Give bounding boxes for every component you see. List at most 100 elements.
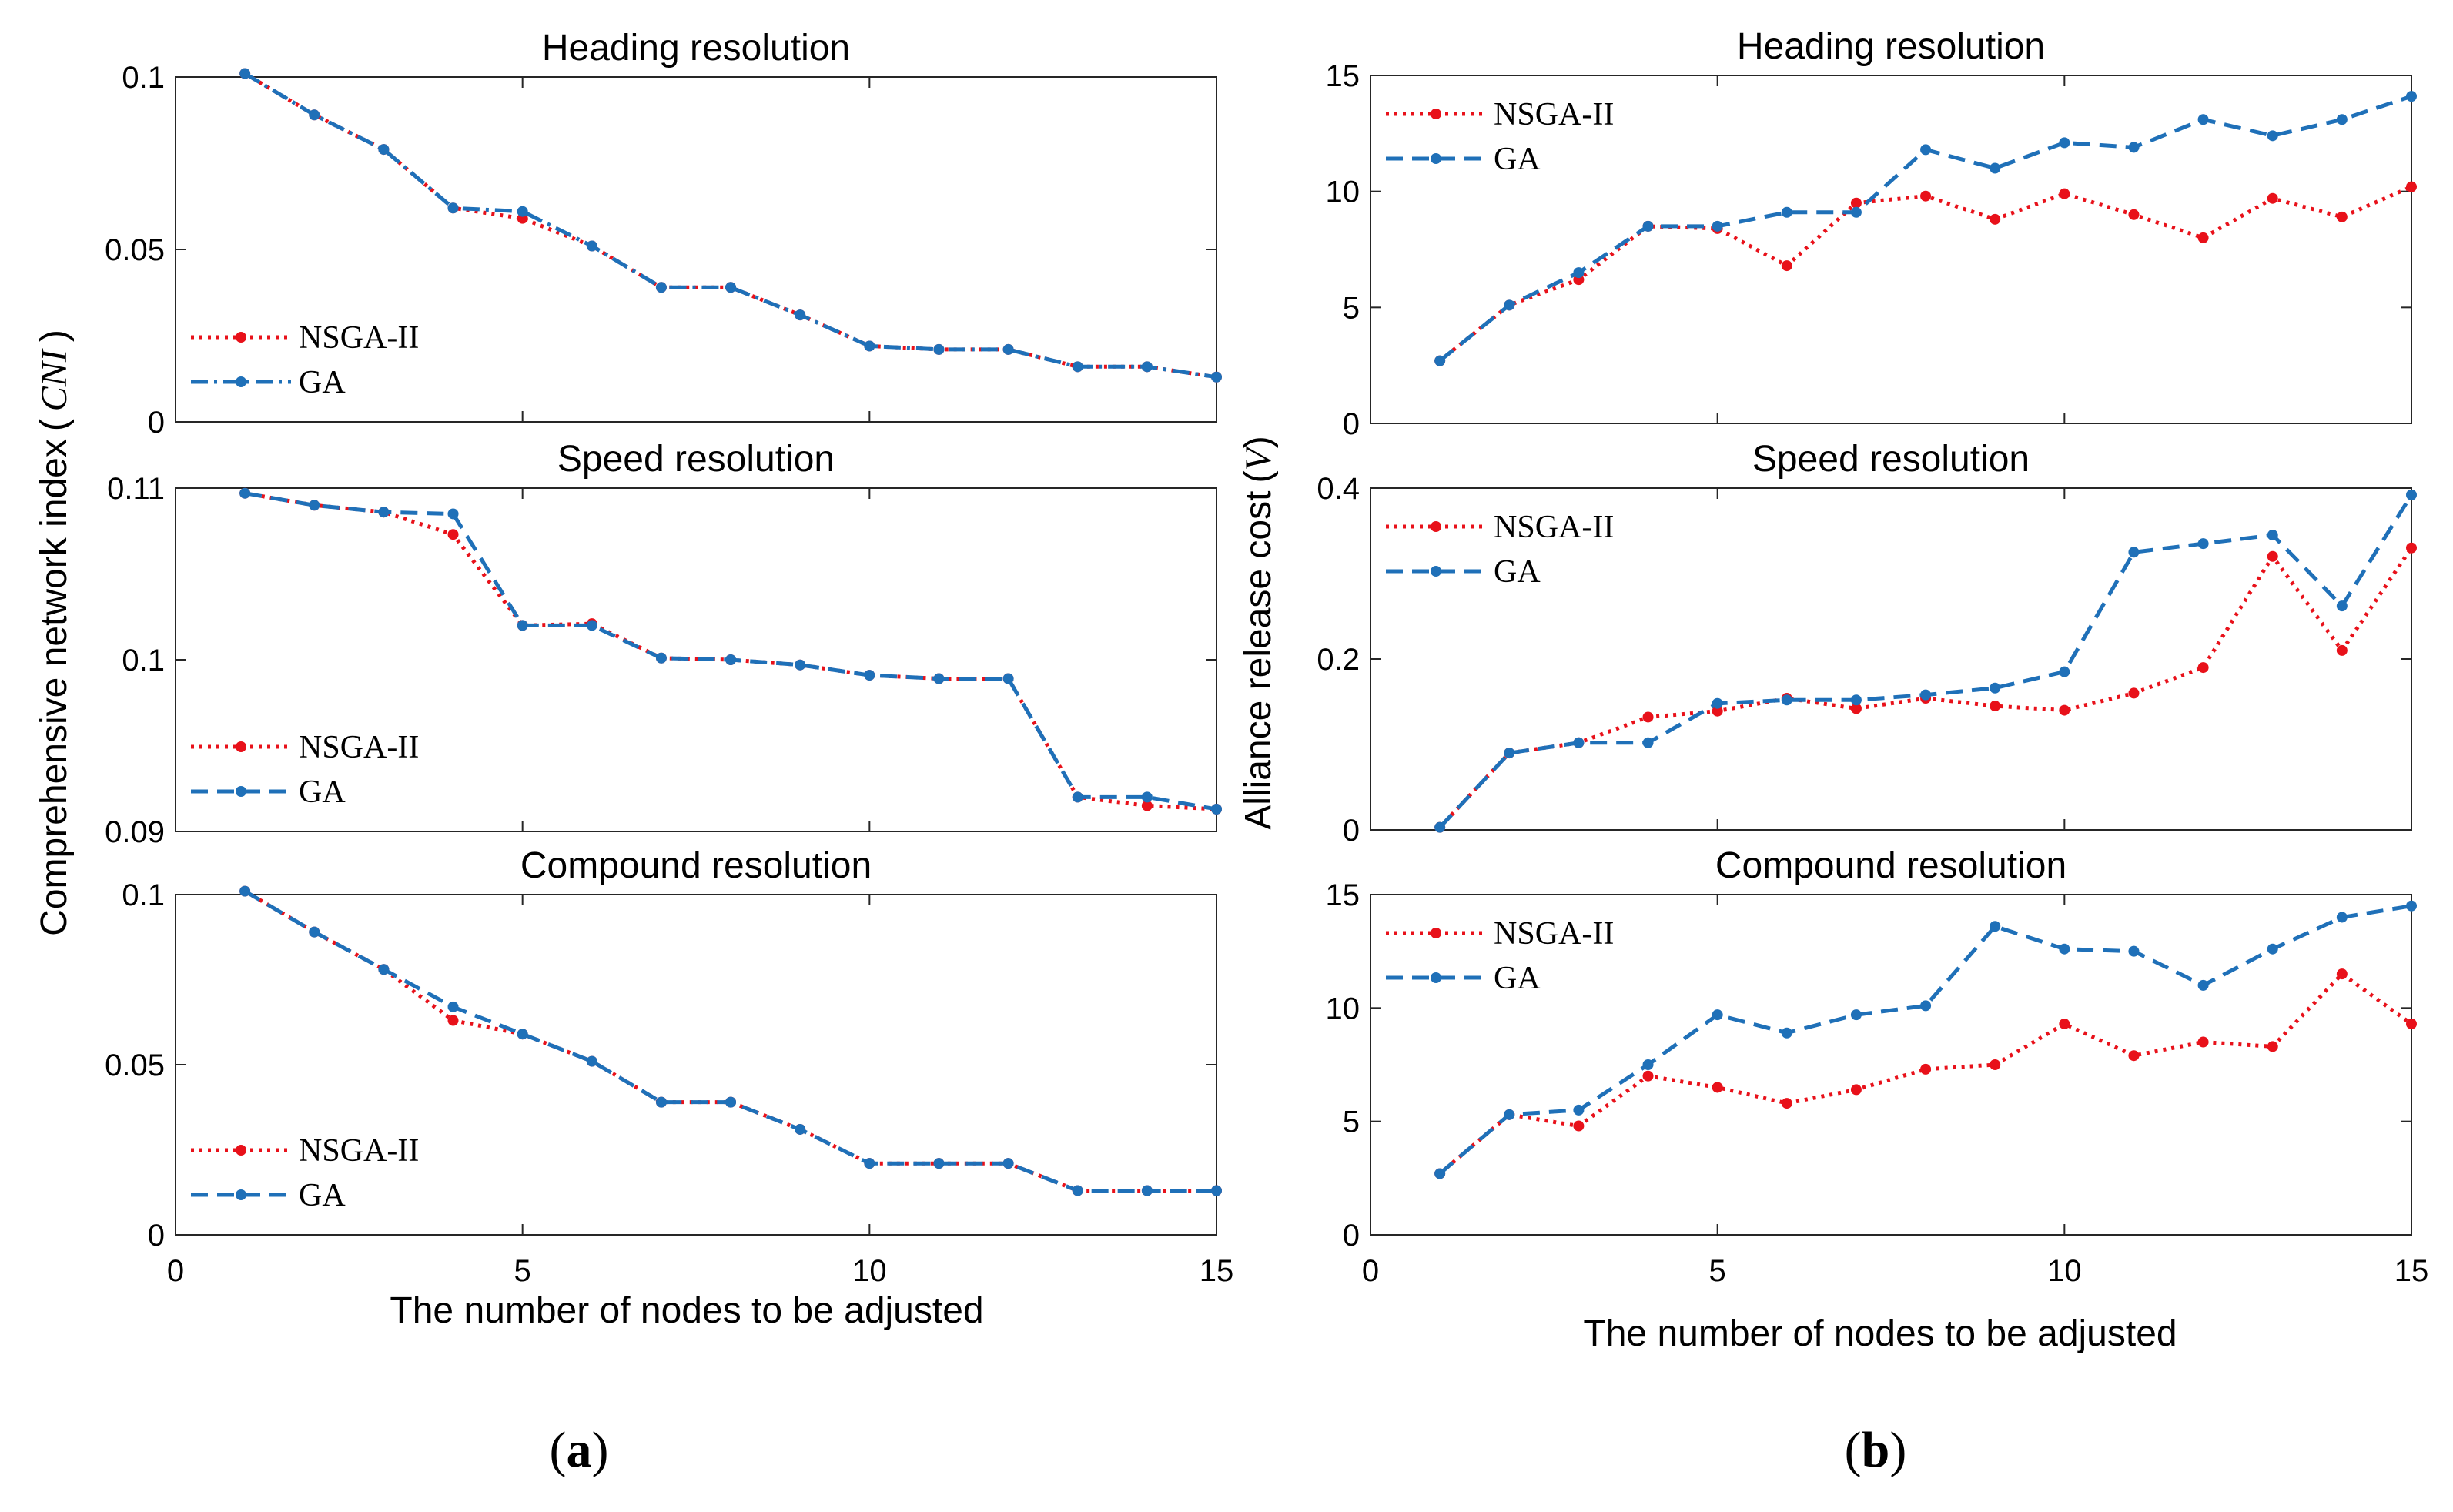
data-point-ga-a3 xyxy=(655,1096,667,1108)
legend-label-b1: NSGA-II xyxy=(1494,97,1614,132)
x-tick-label-b3: 15 xyxy=(2394,1254,2429,1288)
y-tick-label-a1: 0.1 xyxy=(122,61,165,95)
data-point-ga-a1 xyxy=(586,240,597,252)
data-point-ga-b2 xyxy=(2336,600,2348,612)
data-point-ga-a2 xyxy=(933,673,945,684)
data-point-ga-b1 xyxy=(1573,267,1585,279)
plots: Heading resolution00.050.1NSGA-IIGASpeed… xyxy=(105,26,2428,1288)
data-point-ga-a2 xyxy=(447,508,459,520)
data-point-ga-b3 xyxy=(2336,912,2348,923)
x-tick-label-a3: 15 xyxy=(1200,1254,1234,1288)
data-point-ga-a1 xyxy=(725,282,737,293)
data-point-ga-b2 xyxy=(2197,538,2209,550)
data-point-nsga-ii-b3 xyxy=(1920,1063,1932,1075)
chart-a3: Compound resolution 0 0.05 0.1 0 5 10 15 NSGA-II… xyxy=(105,845,1233,1288)
data-point-ga-a3 xyxy=(725,1096,737,1108)
data-point-ga-b3 xyxy=(2267,943,2278,955)
data-point-ga-b1 xyxy=(2059,137,2070,149)
data-point-nsga-ii-b3 xyxy=(2267,1041,2278,1052)
data-point-ga-a2 xyxy=(795,659,806,671)
data-point-nsga-ii-b3 xyxy=(2128,1050,2140,1062)
data-point-ga-a1 xyxy=(1211,371,1222,383)
data-point-ga-a3 xyxy=(239,885,251,897)
data-point-ga-a2 xyxy=(239,487,251,499)
data-point-ga-a1 xyxy=(378,144,390,156)
data-point-nsga-ii-b1 xyxy=(2059,188,2070,199)
data-point-ga-a3 xyxy=(1141,1185,1153,1196)
data-point-ga-b1 xyxy=(2406,91,2417,102)
data-point-ga-a2 xyxy=(725,654,737,665)
legend-label-a1: GA xyxy=(299,365,346,400)
chart-title-b2: Speed resolution xyxy=(1752,439,2030,480)
chart-b3: Compound resolution 0 5 10 15 0 5 10 15 NSGA-II GA xyxy=(1326,845,2429,1288)
chart-title-a3: Compound resolution xyxy=(520,845,872,886)
data-point-ga-a2 xyxy=(655,652,667,664)
data-point-nsga-ii-b3 xyxy=(2059,1018,2070,1029)
data-point-nsga-ii-b3 xyxy=(1990,1059,2001,1070)
data-point-nsga-ii-b2 xyxy=(1850,703,1862,714)
data-point-ga-a3 xyxy=(795,1123,806,1135)
series-line-ga-b1 xyxy=(1438,94,2412,363)
y-tick-label-a3: 0.1 xyxy=(122,878,165,912)
legend-marker-b2 xyxy=(1431,521,1441,532)
x-tick-label-b3: 10 xyxy=(2047,1254,2082,1288)
data-point-ga-a2 xyxy=(864,670,875,681)
data-point-ga-a1 xyxy=(239,68,251,79)
legend-label-a1: NSGA-II xyxy=(299,320,419,356)
data-point-ga-b3 xyxy=(1434,1168,1446,1179)
series-line-ga-a1 xyxy=(243,72,1217,380)
data-point-ga-b2 xyxy=(1642,737,1654,748)
data-point-ga-b3 xyxy=(1573,1104,1585,1116)
data-point-nsga-ii-b2 xyxy=(2267,550,2278,562)
data-point-nsga-ii-b1 xyxy=(1990,213,2001,225)
data-point-ga-a1 xyxy=(309,109,320,121)
data-point-ga-b3 xyxy=(1642,1059,1654,1070)
data-point-ga-a3 xyxy=(864,1158,875,1169)
data-point-ga-a1 xyxy=(655,282,667,293)
data-point-ga-a2 xyxy=(1002,673,1014,684)
legend-marker-b2 xyxy=(1431,566,1441,577)
data-point-ga-b3 xyxy=(1850,1009,1862,1021)
data-point-ga-b2 xyxy=(1504,748,1515,759)
legend-marker-a3 xyxy=(236,1189,246,1200)
data-point-nsga-ii-b2 xyxy=(2197,662,2209,674)
data-point-ga-a1 xyxy=(1072,361,1083,373)
data-point-ga-b1 xyxy=(1504,299,1515,311)
data-point-ga-b1 xyxy=(2267,130,2278,142)
data-point-ga-b2 xyxy=(1920,689,1932,701)
legend-label-a2: GA xyxy=(299,774,346,810)
legend-label-b2: GA xyxy=(1494,554,1541,590)
data-point-ga-a3 xyxy=(378,964,390,975)
plot-frame-b1 xyxy=(1370,75,2412,424)
y-tick-label-b3: 10 xyxy=(1326,992,1360,1025)
data-point-nsga-ii-b3 xyxy=(1573,1120,1585,1132)
data-point-ga-b1 xyxy=(1434,355,1446,366)
y-tick-label-a1: 0 xyxy=(148,406,165,440)
data-point-ga-a1 xyxy=(1002,343,1014,355)
legend-marker-b3 xyxy=(1431,928,1441,938)
x-tick-label-a3: 0 xyxy=(167,1254,184,1288)
data-point-nsga-ii-b3 xyxy=(2197,1036,2209,1048)
legend-label-b3: NSGA-II xyxy=(1494,916,1614,952)
legend-label-a2: NSGA-II xyxy=(299,730,419,765)
data-point-nsga-ii-b1 xyxy=(2197,232,2209,243)
x-tick-label-a3: 10 xyxy=(852,1254,887,1288)
data-point-ga-b1 xyxy=(1920,144,1932,156)
data-point-ga-a1 xyxy=(795,309,806,321)
y-tick-label-b2: 0 xyxy=(1343,814,1360,848)
y-axis-label-b-text: Alliance release cost xyxy=(1238,491,1279,830)
data-point-ga-b3 xyxy=(1781,1027,1792,1039)
data-point-nsga-ii-b2 xyxy=(2336,644,2348,656)
data-point-nsga-ii-b1 xyxy=(2336,211,2348,222)
data-point-ga-a2 xyxy=(586,620,597,631)
panel-label-a: (a) xyxy=(550,1422,609,1478)
y-axis-label-b-variable: V xyxy=(1238,445,1279,471)
legend-label-a3: NSGA-II xyxy=(299,1133,419,1169)
data-point-nsga-ii-b2 xyxy=(1642,711,1654,723)
chart-title-b1: Heading resolution xyxy=(1737,26,2045,67)
y-axis-label-a: Comprehensive network index(CNI) xyxy=(34,329,75,936)
legend-marker-b1 xyxy=(1431,153,1441,164)
data-point-ga-b2 xyxy=(1434,821,1446,833)
data-point-nsga-ii-b3 xyxy=(1850,1084,1862,1096)
legend-label-b3: GA xyxy=(1494,961,1541,996)
